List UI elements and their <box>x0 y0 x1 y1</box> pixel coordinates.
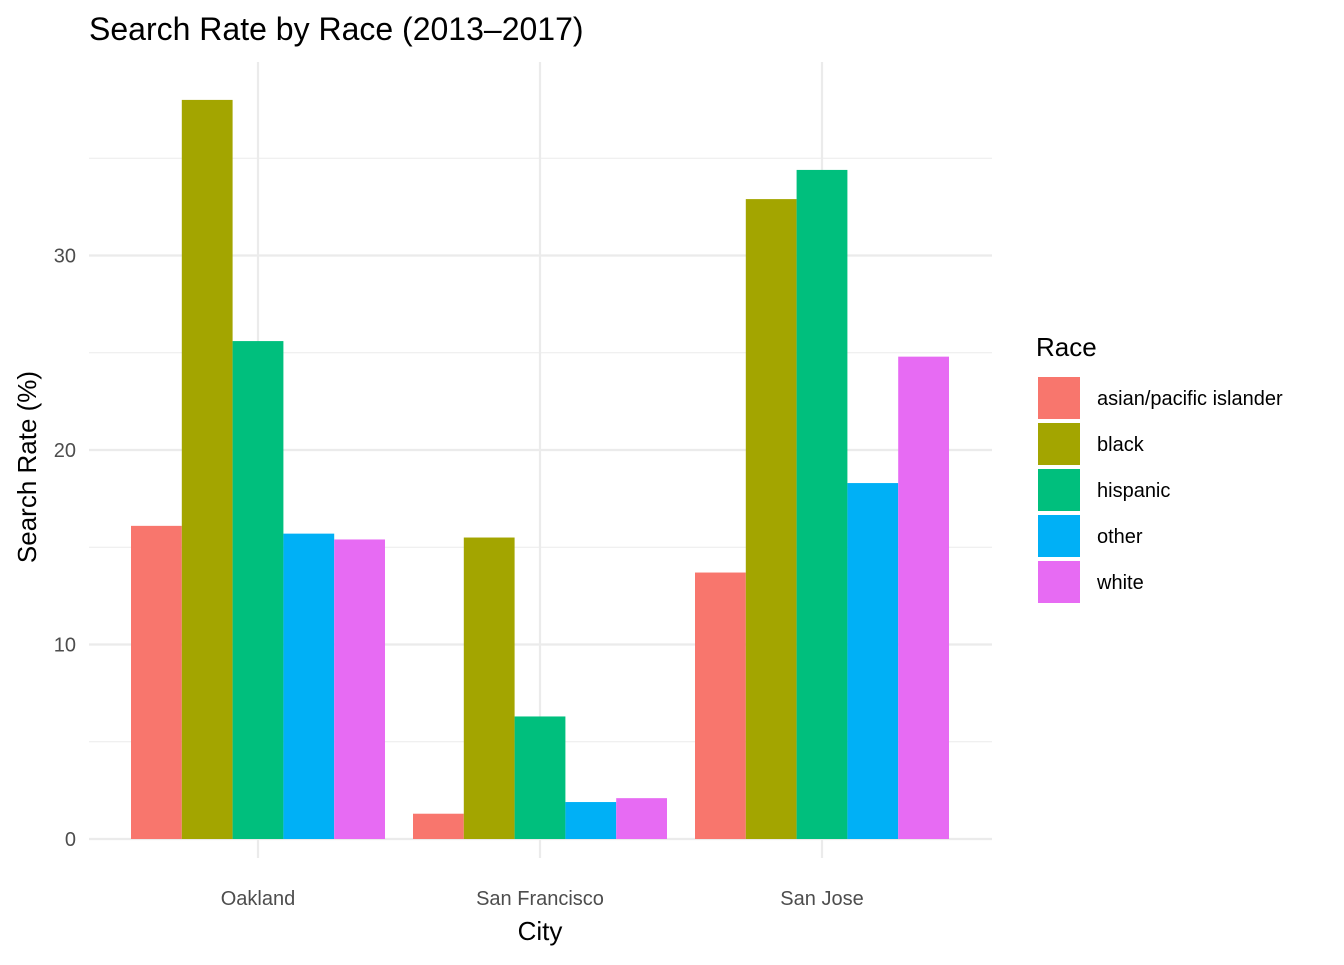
bar <box>616 798 667 839</box>
legend-label: hispanic <box>1097 480 1170 502</box>
y-axis-ticks: 0 10 20 30 <box>54 246 76 852</box>
bar <box>898 356 949 839</box>
x-axis-title: City <box>518 916 563 946</box>
bar <box>514 716 566 839</box>
bar <box>283 533 335 839</box>
x-axis-ticks: Oakland San Francisco San Jose <box>221 888 864 910</box>
legend-label: asian/pacific islander <box>1097 388 1283 410</box>
y-tick-label: 10 <box>54 635 76 657</box>
chart-title: Search Rate by Race (2013–2017) <box>89 11 584 47</box>
y-tick-label: 20 <box>54 440 76 462</box>
bar <box>745 199 797 840</box>
x-tick-label: Oakland <box>221 888 296 910</box>
bar <box>565 802 617 839</box>
legend-title: Race <box>1036 332 1097 362</box>
bar <box>695 572 746 839</box>
legend-key <box>1038 469 1080 511</box>
bar <box>131 525 182 839</box>
y-tick-label: 30 <box>54 246 76 268</box>
bar <box>796 169 848 840</box>
legend-key <box>1038 423 1080 465</box>
legend-key <box>1038 377 1080 419</box>
legend: Race asian/pacific islander black hispanic… <box>1036 332 1283 603</box>
legend-key <box>1038 515 1080 557</box>
bar <box>181 99 233 839</box>
legend-label: other <box>1097 526 1143 548</box>
bar <box>232 341 284 839</box>
x-tick-label: San Francisco <box>476 888 604 910</box>
legend-label: black <box>1097 434 1145 456</box>
x-tick-label: San Jose <box>780 888 863 910</box>
legend-key <box>1038 561 1080 603</box>
bar <box>413 813 464 839</box>
legend-label: white <box>1096 572 1144 594</box>
bar <box>463 537 515 839</box>
bars <box>131 99 949 840</box>
bar <box>334 539 385 839</box>
y-tick-label: 0 <box>65 829 76 851</box>
y-axis-title: Search Rate (%) <box>12 371 42 563</box>
bar <box>847 483 899 839</box>
